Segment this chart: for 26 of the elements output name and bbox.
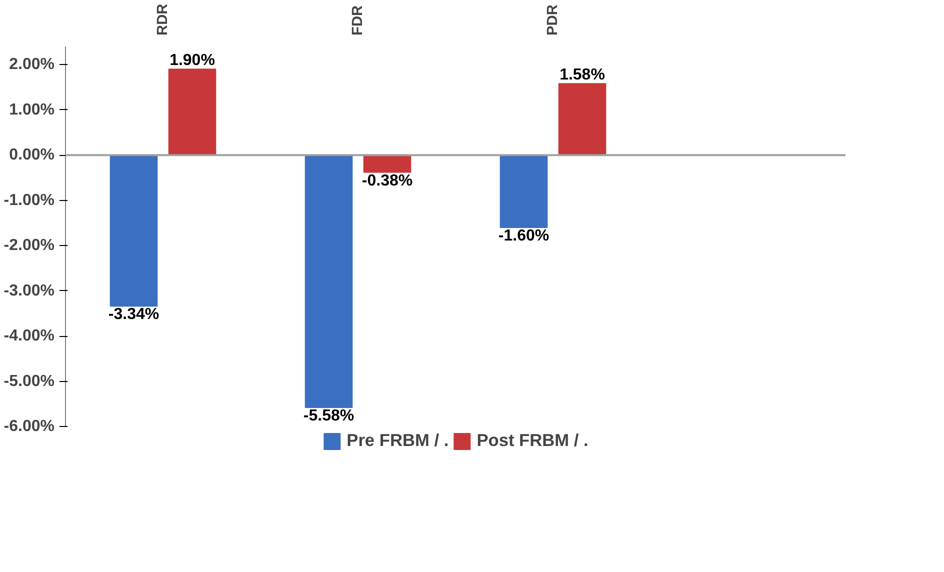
y-tick-label: 0.00% [9,146,55,164]
data-label: 1.58% [560,66,605,84]
data-label: 1.90% [170,52,215,70]
y-tick-label: 1.00% [9,101,55,118]
bar [168,68,216,156]
y-tick-label: 2.00% [9,56,55,74]
y-tick-label: -2.00% [4,237,55,254]
bar [304,154,353,408]
bar [558,83,606,156]
bar [500,154,548,228]
y-tick-label: -3.00% [4,282,55,300]
y-tick-label: -6.00% [4,418,55,435]
y-tick-label: -5.00% [4,372,55,390]
x-tick-label: FDR [350,4,366,36]
y-tick-label: -4.00% [4,328,55,345]
data-label: -1.60% [498,227,550,244]
x-tick-label: RDR [155,3,171,36]
legend-label: Post FRBM / . [476,430,588,451]
y-tick-label: -1.00% [4,192,55,209]
bar [110,154,158,307]
data-label: -3.34% [108,306,160,324]
x-tick-label: PDR [545,4,561,36]
legend-label: Pre FRBM / . [346,430,449,451]
bar [363,154,412,173]
data-label: -0.38% [362,172,413,190]
data-label: -5.58% [303,408,354,424]
